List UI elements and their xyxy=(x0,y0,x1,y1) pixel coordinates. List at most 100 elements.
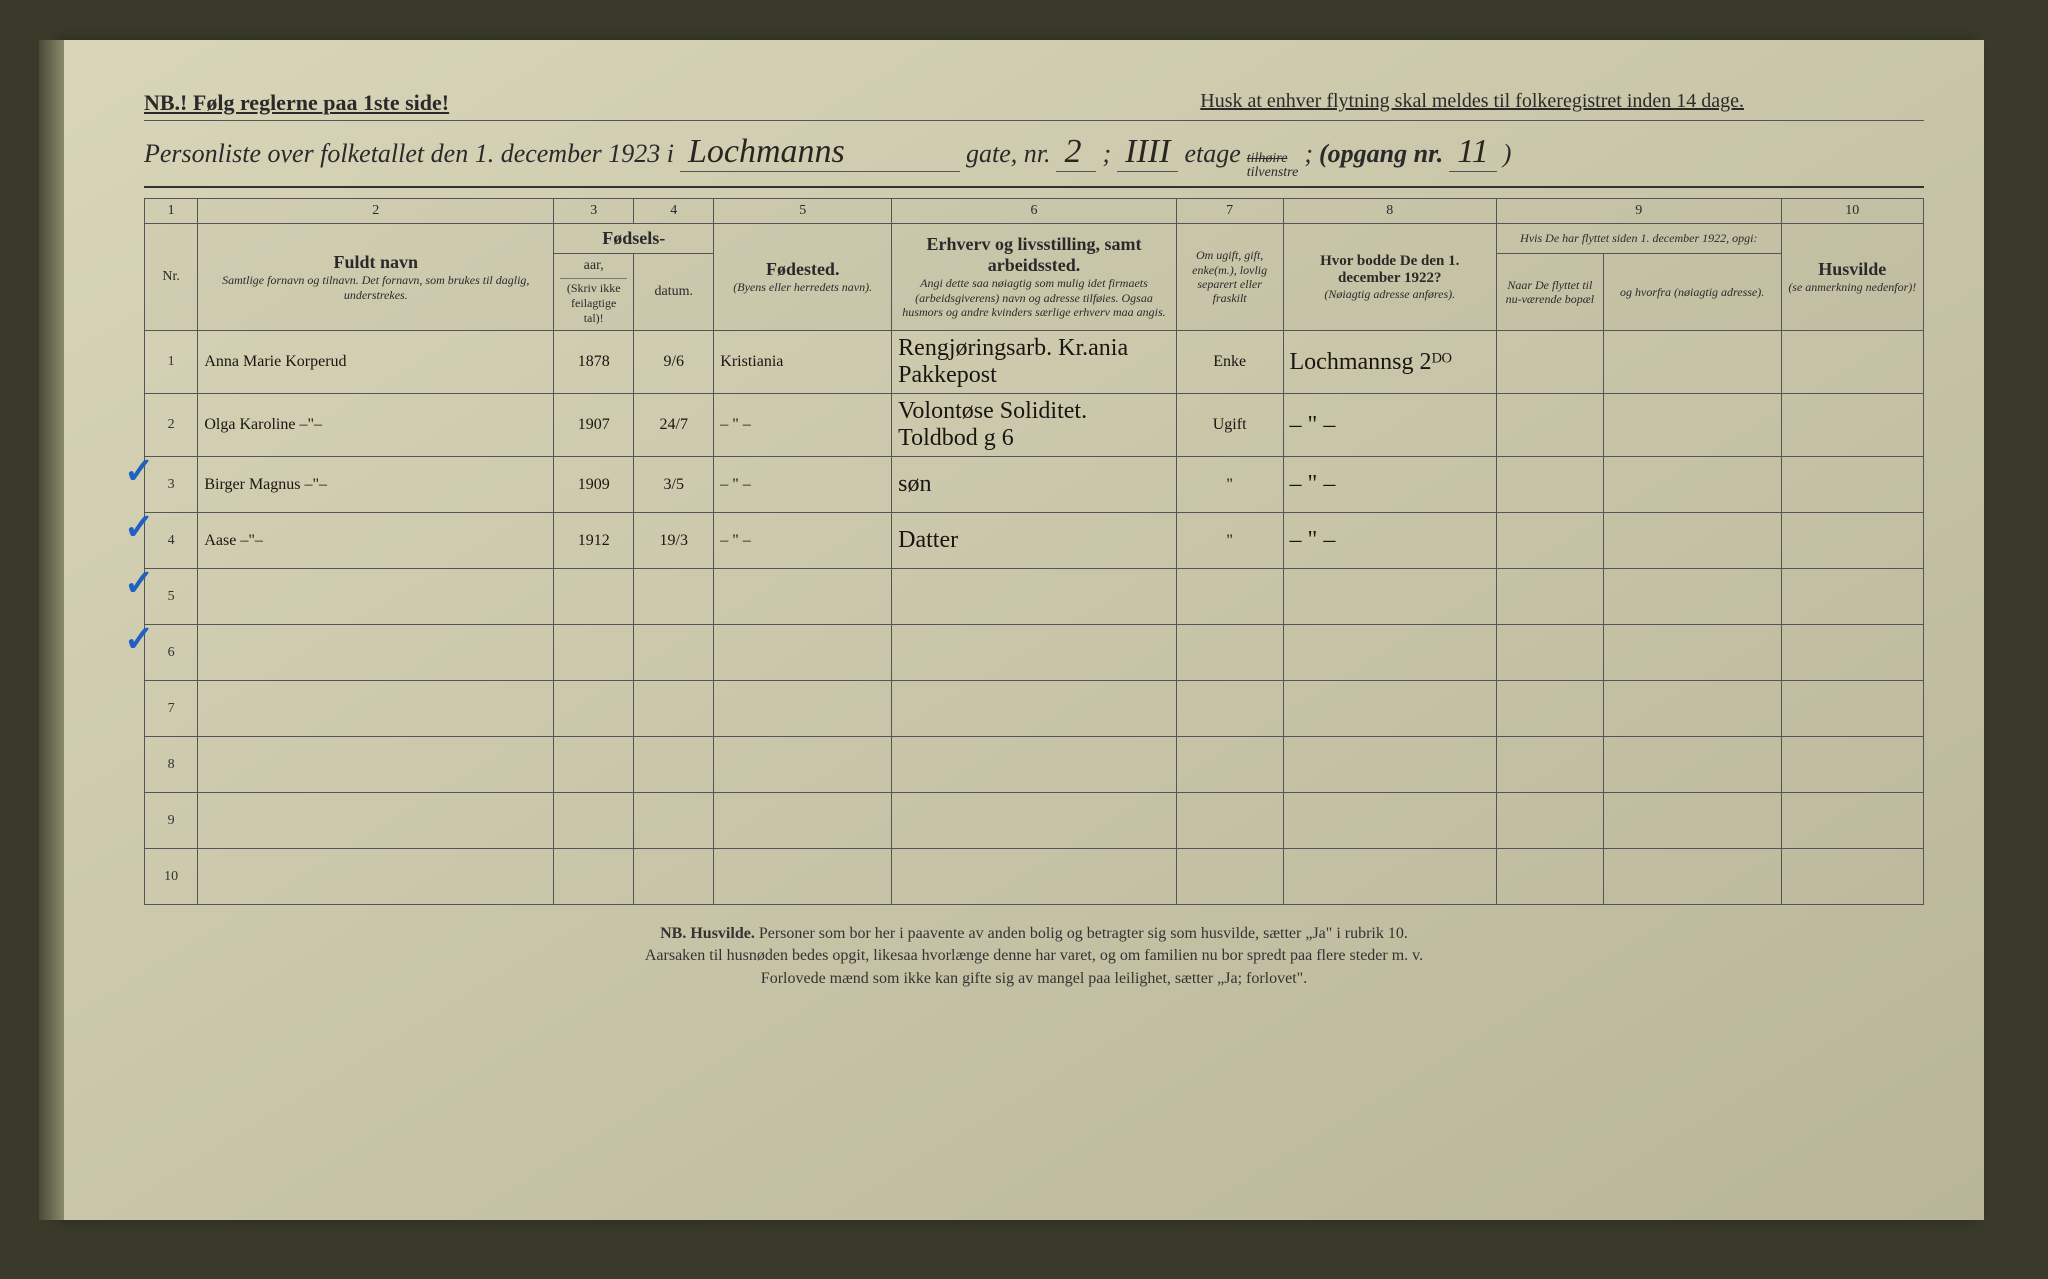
col-aar-paren: (Skriv ikke feilagtige tal)! xyxy=(560,278,627,326)
cell-moved-from xyxy=(1603,394,1781,457)
cell-birthplace: Kristiania xyxy=(714,331,892,394)
cell-empty xyxy=(892,625,1177,681)
col-nr: Nr. xyxy=(145,224,198,331)
cell-empty xyxy=(198,849,554,905)
cell-year: 1909 xyxy=(554,457,634,513)
cell-empty xyxy=(554,625,634,681)
colnum: 3 xyxy=(554,199,634,224)
cell-empty xyxy=(634,849,714,905)
cell-empty xyxy=(1781,569,1923,625)
col-fodsels: Fødsels- xyxy=(554,224,714,254)
col-naar: Naar De flyttet til nu-værende bopæl xyxy=(1496,254,1603,331)
cell-nr: 2 xyxy=(145,394,198,457)
cell-empty xyxy=(714,681,892,737)
opgang-close: ) xyxy=(1503,139,1512,169)
gate-label: gate, nr. xyxy=(966,139,1051,169)
cell-empty xyxy=(892,849,1177,905)
cell-nr: 8 xyxy=(145,737,198,793)
nb-instruction: NB.! Følg reglerne paa 1ste side! xyxy=(144,90,449,116)
cell-empty xyxy=(554,569,634,625)
col-addr1922: Hvor bodde De den 1. december 1922? (Nøi… xyxy=(1283,224,1496,331)
cell-empty xyxy=(1176,849,1283,905)
table-row: 3 Birger Magnus –"– 1909 3/5 – " – søn "… xyxy=(145,457,1924,513)
cell-year: 1878 xyxy=(554,331,634,394)
cell-empty xyxy=(1496,681,1603,737)
opgang-number: 11 xyxy=(1449,133,1496,172)
header-row-1: NB.! Følg reglerne paa 1ste side! Husk a… xyxy=(144,90,1924,121)
col-hvorfra-text: og hvorfra (nøiagtig adresse). xyxy=(1610,285,1775,299)
cell-moved-when xyxy=(1496,394,1603,457)
col-erhverv: Erhverv og livsstilling, samt arbeidsste… xyxy=(892,224,1177,331)
cell-empty xyxy=(198,737,554,793)
cell-date: 3/5 xyxy=(634,457,714,513)
colnum: 5 xyxy=(714,199,892,224)
cell-empty xyxy=(1496,737,1603,793)
table-row: 1 Anna Marie Korperud 1878 9/6 Kristiani… xyxy=(145,331,1924,394)
cell-empty xyxy=(1603,625,1781,681)
cell-occupation: Rengjøringsarb. Kr.ania Pakkepost xyxy=(892,331,1177,394)
cell-addr1922: – " – xyxy=(1283,457,1496,513)
etage-label: etage xyxy=(1184,139,1240,169)
footer-line1: Personer som bor her i paavente av anden… xyxy=(759,925,1408,942)
col-fodested: Fødested. (Byens eller herredets navn). xyxy=(714,224,892,331)
cell-year: 1907 xyxy=(554,394,634,457)
cell-date: 24/7 xyxy=(634,394,714,457)
opgang-label: (opgang nr. xyxy=(1319,139,1443,169)
side-options: tilhøire tilvenstre xyxy=(1247,152,1299,180)
col-fodsels-main: Fødsels- xyxy=(560,228,707,249)
column-main-row: Nr. Fuldt navn Samtlige fornavn og tilna… xyxy=(145,224,1924,254)
cell-empty xyxy=(714,625,892,681)
cell-nr: 9 xyxy=(145,793,198,849)
cell-status: Enke xyxy=(1176,331,1283,394)
cell-empty xyxy=(714,849,892,905)
checkmark-icon: ✓ xyxy=(124,618,154,660)
colnum: 1 xyxy=(145,199,198,224)
table-row-empty: 5 xyxy=(145,569,1924,625)
cell-empty xyxy=(1283,737,1496,793)
cell-empty xyxy=(634,737,714,793)
cell-nr: 1 xyxy=(145,331,198,394)
cell-empty xyxy=(714,569,892,625)
cell-husvilde xyxy=(1781,513,1923,569)
colnum: 9 xyxy=(1496,199,1781,224)
cell-status: " xyxy=(1176,513,1283,569)
table-row-empty: 7 xyxy=(145,681,1924,737)
cell-name: Anna Marie Korperud xyxy=(198,331,554,394)
col-hvorfra: og hvorfra (nøiagtig adresse). xyxy=(1603,254,1781,331)
cell-date: 9/6 xyxy=(634,331,714,394)
cell-husvilde xyxy=(1781,394,1923,457)
cell-moved-when xyxy=(1496,331,1603,394)
col-naar-text: Naar De flyttet til nu-værende bopæl xyxy=(1503,278,1597,307)
cell-empty xyxy=(198,625,554,681)
cell-empty xyxy=(1781,681,1923,737)
personliste-prefix: Personliste over folketallet den 1. dece… xyxy=(144,139,674,169)
col-flyttet: Hvis De har flyttet siden 1. december 19… xyxy=(1496,224,1781,254)
table-row: 2 Olga Karoline –"– 1907 24/7 – " – Volo… xyxy=(145,394,1924,457)
checkmark-icon: ✓ xyxy=(124,506,154,548)
col-husvilde: Husvilde (se anmerkning nedenfor)! xyxy=(1781,224,1923,331)
cell-addr1922: Lochmannsg 2ᴰᴼ xyxy=(1283,331,1496,394)
col-name-main: Fuldt navn xyxy=(204,252,547,273)
gate-number: 2 xyxy=(1056,133,1096,172)
cell-name: Birger Magnus –"– xyxy=(198,457,554,513)
checkmark-icon: ✓ xyxy=(124,450,154,492)
col-name: Fuldt navn Samtlige fornavn og tilnavn. … xyxy=(198,224,554,331)
semicolon: ; xyxy=(1102,139,1111,169)
cell-occupation: Datter xyxy=(892,513,1177,569)
street-name: Lochmanns xyxy=(680,133,960,172)
cell-moved-when xyxy=(1496,513,1603,569)
cell-empty xyxy=(554,737,634,793)
col-erhverv-sub: Angi dette saa nøiagtig som mulig idet f… xyxy=(898,276,1170,319)
cell-empty xyxy=(1283,569,1496,625)
etage-number: IIII xyxy=(1117,133,1178,172)
colnum: 10 xyxy=(1781,199,1923,224)
cell-empty xyxy=(198,569,554,625)
cell-empty xyxy=(1496,569,1603,625)
col-addr1922-sub: (Nøiagtig adresse anføres). xyxy=(1290,287,1490,301)
cell-empty xyxy=(634,681,714,737)
colnum: 4 xyxy=(634,199,714,224)
cell-husvilde xyxy=(1781,331,1923,394)
cell-empty xyxy=(1176,681,1283,737)
colnum: 2 xyxy=(198,199,554,224)
col-fodested-sub: (Byens eller herredets navn). xyxy=(720,280,885,294)
